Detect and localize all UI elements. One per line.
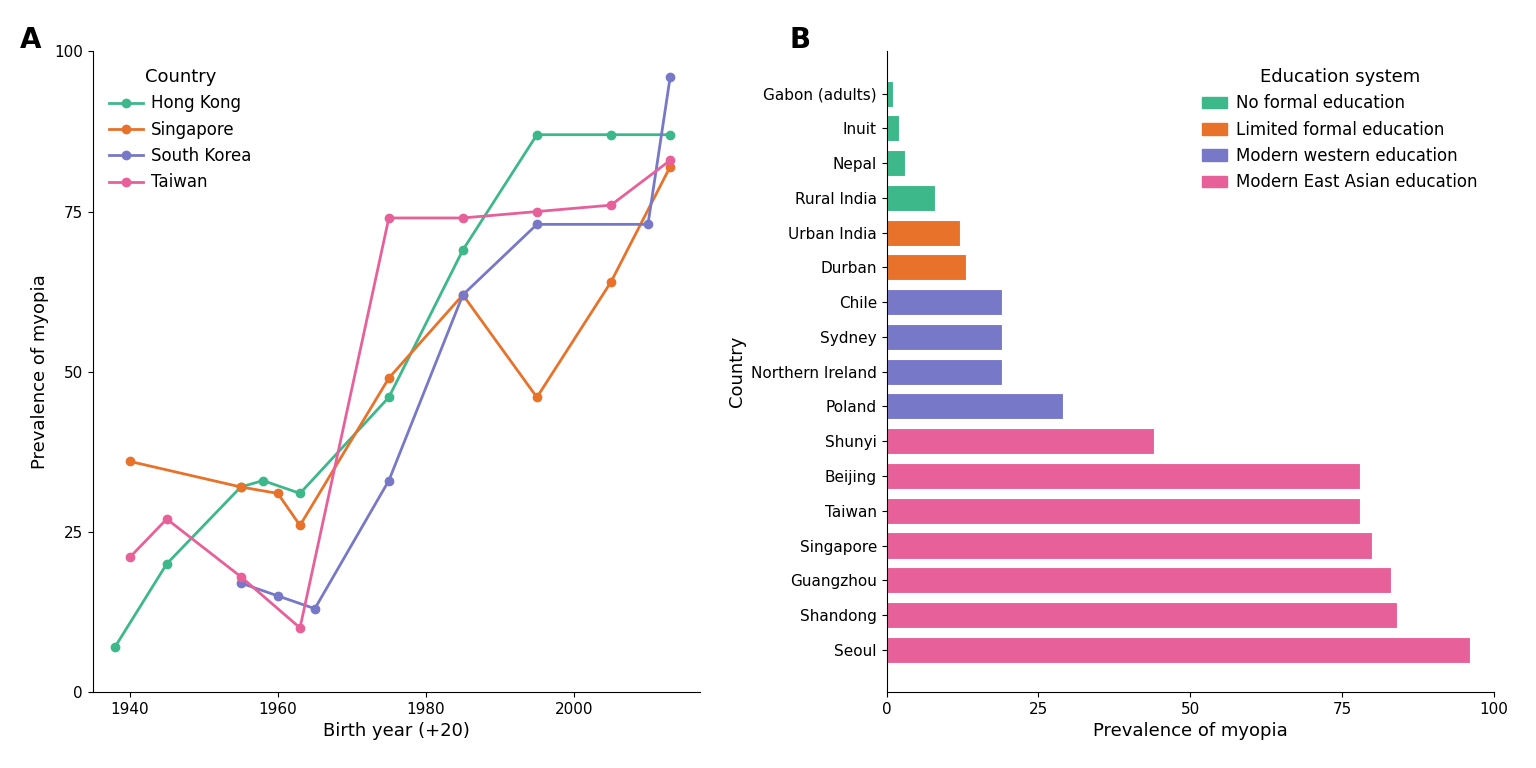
X-axis label: Birth year (+20): Birth year (+20) bbox=[323, 722, 470, 740]
Line: South Korea: South Korea bbox=[237, 73, 674, 613]
Hong Kong bbox=[290, 488, 309, 498]
Taiwan bbox=[379, 214, 398, 223]
Singapore bbox=[453, 290, 472, 300]
Bar bbox=[886, 602, 1396, 628]
Singapore bbox=[379, 373, 398, 382]
Bar bbox=[886, 185, 935, 211]
Line: Singapore: Singapore bbox=[126, 163, 674, 530]
Singapore bbox=[120, 457, 138, 466]
South Korea bbox=[453, 290, 472, 300]
South Korea bbox=[660, 72, 679, 81]
Taiwan bbox=[453, 214, 472, 223]
Taiwan bbox=[290, 624, 309, 633]
Bar bbox=[886, 150, 905, 176]
Bar bbox=[886, 532, 1372, 558]
X-axis label: Prevalence of myopia: Prevalence of myopia bbox=[1094, 722, 1287, 740]
Bar bbox=[886, 498, 1361, 524]
Hong Kong bbox=[379, 392, 398, 402]
Hong Kong bbox=[602, 130, 621, 139]
Bar bbox=[886, 429, 1154, 454]
Taiwan bbox=[158, 515, 177, 524]
Hong Kong bbox=[660, 130, 679, 139]
Bar bbox=[886, 220, 960, 246]
Hong Kong bbox=[453, 246, 472, 255]
Y-axis label: Prevalence of myopia: Prevalence of myopia bbox=[31, 274, 49, 469]
South Korea bbox=[232, 578, 250, 588]
Taiwan bbox=[232, 572, 250, 581]
Bar bbox=[886, 254, 966, 280]
South Korea bbox=[379, 476, 398, 485]
South Korea bbox=[528, 220, 547, 229]
Taiwan bbox=[528, 207, 547, 216]
Line: Hong Kong: Hong Kong bbox=[111, 131, 674, 651]
South Korea bbox=[639, 220, 657, 229]
Y-axis label: Country: Country bbox=[728, 336, 745, 407]
Bar bbox=[886, 115, 899, 141]
Legend: Hong Kong, Singapore, South Korea, Taiwan: Hong Kong, Singapore, South Korea, Taiwa… bbox=[101, 60, 260, 200]
Bar bbox=[886, 81, 892, 107]
Bar bbox=[886, 568, 1390, 594]
Singapore bbox=[602, 277, 621, 286]
Text: A: A bbox=[20, 26, 41, 54]
Text: B: B bbox=[790, 26, 811, 54]
Bar bbox=[886, 324, 1001, 350]
South Korea bbox=[306, 604, 324, 614]
Bar bbox=[886, 359, 1001, 385]
Singapore bbox=[528, 392, 547, 402]
South Korea bbox=[269, 591, 287, 601]
Bar bbox=[886, 637, 1470, 663]
Line: Taiwan: Taiwan bbox=[126, 156, 674, 632]
Taiwan bbox=[602, 200, 621, 210]
Bar bbox=[886, 289, 1001, 315]
Singapore bbox=[660, 162, 679, 171]
Taiwan bbox=[120, 553, 138, 562]
Bar bbox=[886, 393, 1063, 419]
Hong Kong bbox=[232, 482, 250, 492]
Taiwan bbox=[660, 156, 679, 165]
Bar bbox=[886, 463, 1361, 489]
Singapore bbox=[232, 482, 250, 492]
Hong Kong bbox=[253, 476, 272, 485]
Singapore bbox=[269, 488, 287, 498]
Hong Kong bbox=[106, 643, 124, 652]
Hong Kong bbox=[158, 559, 177, 568]
Hong Kong bbox=[528, 130, 547, 139]
Legend: No formal education, Limited formal education, Modern western education, Modern : No formal education, Limited formal educ… bbox=[1193, 60, 1485, 200]
Singapore bbox=[290, 521, 309, 530]
